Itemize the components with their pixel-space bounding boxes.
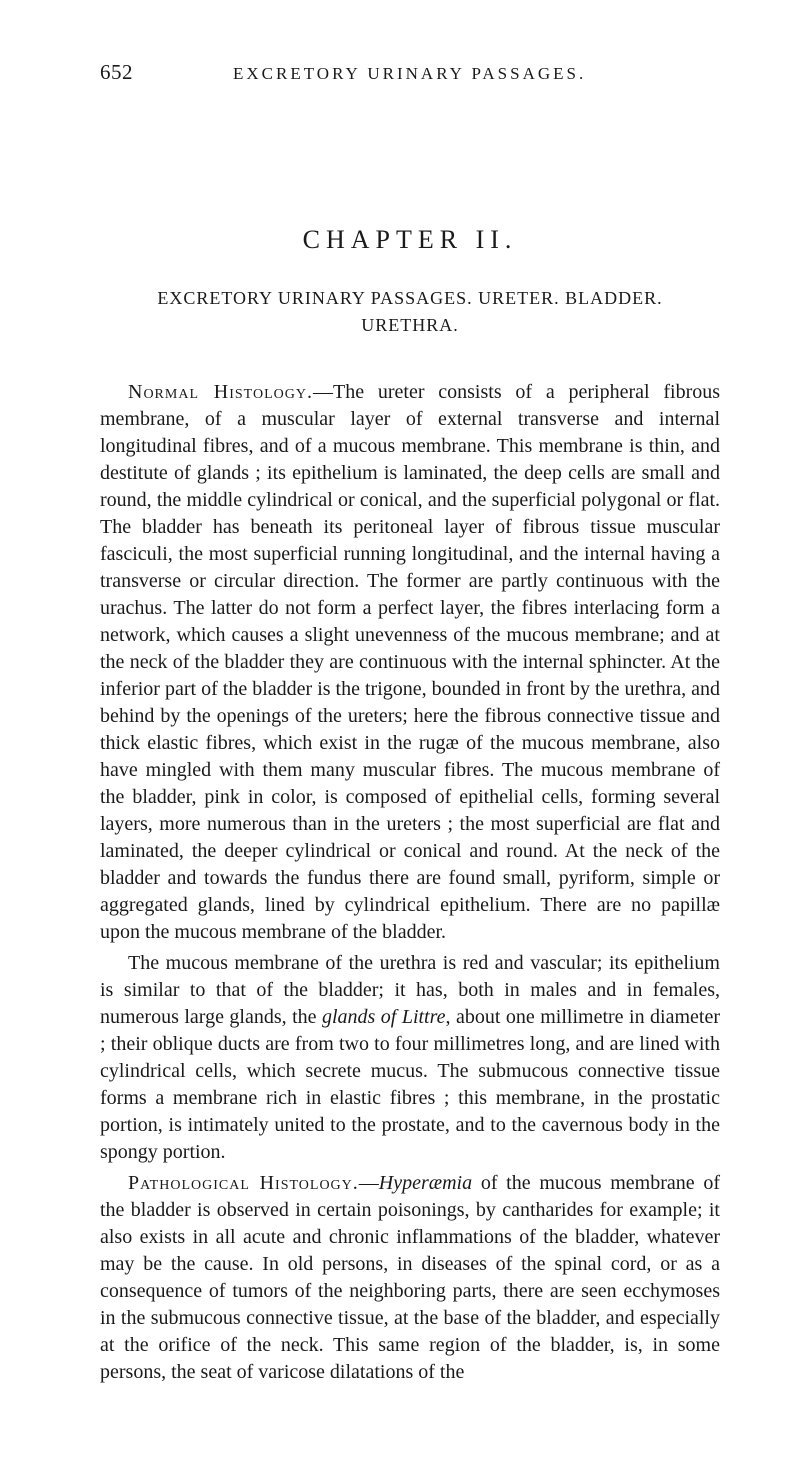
p2-italic: glands of Littre	[322, 1006, 446, 1028]
p1-lead-smallcaps: Normal Histology.	[128, 381, 313, 403]
running-head: EXCRETORY URINARY PASSAGES.	[233, 64, 586, 84]
page-header: 652 EXCRETORY URINARY PASSAGES.	[100, 60, 720, 85]
paragraph-1: Normal Histology.—The ureter consists of…	[100, 379, 720, 946]
p2-part2: , about one millimetre in diameter ; the…	[100, 1006, 720, 1163]
subtitle-line-2: URETHRA.	[361, 315, 459, 335]
p3-body: of the mucous membrane of the bladder is…	[100, 1172, 720, 1383]
p3-dash: —	[359, 1172, 379, 1194]
paragraph-2: The mucous membrane of the urethra is re…	[100, 950, 720, 1166]
chapter-subtitle: EXCRETORY URINARY PASSAGES. URETER. BLAD…	[100, 285, 720, 339]
subtitle-line-1: EXCRETORY URINARY PASSAGES. URETER. BLAD…	[157, 288, 662, 308]
p3-italic: Hyperæmia	[379, 1172, 472, 1194]
chapter-title: CHAPTER II.	[100, 225, 720, 255]
book-page: 652 EXCRETORY URINARY PASSAGES. CHAPTER …	[0, 0, 800, 1463]
p1-body: —The ureter consists of a peripheral fib…	[100, 381, 720, 943]
p3-lead-smallcaps: Pathological Histology.	[128, 1172, 359, 1194]
paragraph-3: Pathological Histology.—Hyperæmia of the…	[100, 1170, 720, 1386]
page-number: 652	[100, 60, 133, 85]
body-text: Normal Histology.—The ureter consists of…	[100, 379, 720, 1386]
